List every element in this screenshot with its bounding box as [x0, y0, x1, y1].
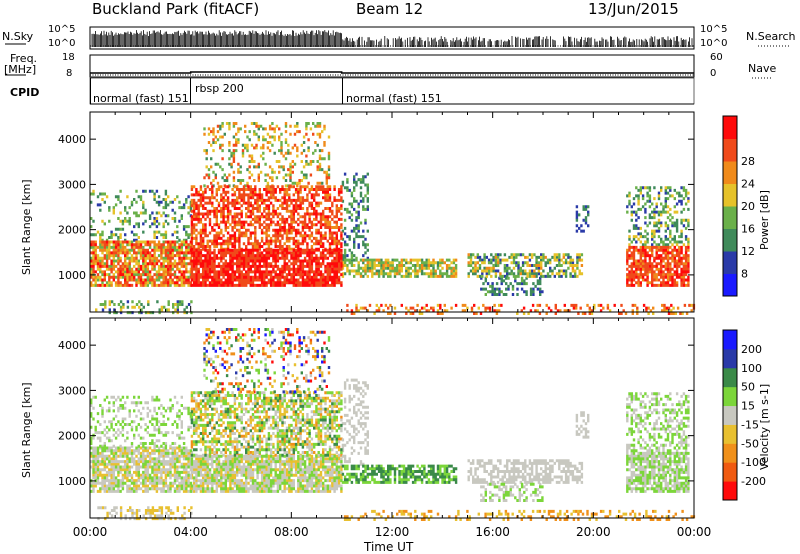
velocity-colorbar-segment-1 [723, 462, 737, 482]
velocity-colorbar-segment-6 [723, 367, 737, 388]
x-tick-label-2: 08:00 [274, 525, 309, 539]
cpid-segment-1 [90, 78, 190, 104]
power-colorbar-tick-1: 12 [741, 245, 755, 258]
power-colorbar-tick-3: 20 [741, 200, 755, 213]
beam-title: Beam 12 [356, 0, 424, 18]
velocity-colorbar-tick-4: 15 [741, 400, 755, 413]
velocity-data-color-5 [90, 328, 690, 502]
cpid-label: CPID [10, 86, 40, 99]
velocity-colorbar-tick-0: -200 [741, 475, 766, 488]
velocity-colorbar-segment-5 [723, 386, 737, 407]
power-ytick-label-1000: 1000 [58, 269, 86, 282]
velocity-ytick-label-3000: 3000 [58, 384, 86, 397]
nave-tick-bottom: 0 [710, 68, 717, 79]
velocity-colorbar-segment-7 [723, 348, 737, 369]
velocity-colorbar-segment-4 [723, 405, 737, 425]
nave-tick-top: 60 [710, 52, 723, 63]
cpid-segment-2 [190, 78, 342, 104]
freq-trace [90, 71, 694, 74]
x-axis-title: Time UT [364, 540, 414, 554]
power-colorbar-segment-3 [723, 206, 737, 229]
x-tick-label-4: 16:00 [475, 525, 510, 539]
velocity-ytick-label-1000: 1000 [58, 475, 86, 488]
freq-tick-top: 18 [62, 52, 75, 63]
power-colorbar-segment-4 [723, 183, 737, 207]
cpid-segment-3-label: normal (fast) 151 [346, 92, 442, 105]
velocity-colorbar-segment-3 [723, 424, 737, 444]
power-colorbar-segment-0 [723, 273, 737, 297]
power-colorbar-segment-6 [723, 138, 737, 162]
nsky-panel [89, 26, 695, 50]
power-colorbar-segment-1 [723, 251, 737, 274]
nsearch-tick-bottom: 10^0 [700, 38, 728, 49]
power-colorbar-tick-4: 24 [741, 178, 755, 191]
velocity-data-color-4 [90, 328, 690, 521]
freq-tick-bottom: 8 [66, 68, 73, 79]
nsky-tick-bottom: 10^0 [48, 38, 76, 49]
nsky-trace [91, 30, 693, 47]
power-colorbar-segment-5 [723, 161, 737, 184]
power-colorbar-segment-2 [723, 228, 737, 252]
cpid-segment-3 [342, 78, 694, 104]
nsky-label: N.Sky [2, 30, 34, 43]
velocity-ytick-label-4000: 4000 [58, 339, 86, 352]
x-tick-label-1: 04:00 [173, 525, 208, 539]
x-tick-label-5: 20:00 [576, 525, 611, 539]
velocity-colorbar-tick-3: -15 [741, 418, 759, 431]
cpid-segment-1-label: normal (fast) 151 [93, 92, 189, 105]
cpid-panel [89, 77, 695, 105]
power-colorbar-tick-5: 28 [741, 155, 755, 168]
nsky-tick-top: 10^5 [48, 24, 76, 35]
power-data-color-6 [90, 124, 696, 315]
velocity-colorbar-segment-2 [723, 443, 737, 463]
power-colorbar-tick-2: 16 [741, 223, 755, 236]
nsearch-tick-top: 10^5 [700, 24, 728, 35]
power-colorbar-tick-0: 8 [741, 268, 748, 281]
velocity-data [90, 328, 696, 521]
date-title: 13/Jun/2015 [588, 0, 679, 18]
power-colorbar-frame [722, 115, 738, 297]
velocity-colorbar-segment-0 [723, 481, 737, 501]
power-ytick-label-4000: 4000 [58, 133, 86, 146]
velocity-colorbar-tick-6: 100 [741, 362, 762, 375]
cpid-segment-2-label: rbsp 200 [195, 82, 244, 95]
velocity-colorbar-tick-1: -100 [741, 456, 766, 469]
velocity-ytick-label-2000: 2000 [58, 430, 86, 443]
power-ytick-label-3000: 3000 [58, 178, 86, 191]
velocity-colorbar-tick-2: -50 [741, 437, 759, 450]
x-tick-label-0: 00:00 [73, 525, 108, 539]
power-data [90, 122, 696, 315]
power-data-color-3 [90, 122, 690, 315]
freq-panel [89, 54, 695, 78]
power-ytick-label-2000: 2000 [58, 224, 86, 237]
power-colorbar-segment-7 [723, 116, 737, 139]
power-data-color-4 [90, 122, 693, 315]
velocity-colorbar-tick-5: 50 [741, 381, 755, 394]
nave-label: Nave [748, 62, 777, 75]
station-title: Buckland Park (fitACF) [92, 0, 260, 18]
freq-label: Freq. [10, 52, 38, 65]
x-tick-label-6: 00:00 [677, 525, 712, 539]
power-data-color-1 [96, 172, 690, 315]
velocity-colorbar-segment-8 [723, 330, 737, 350]
velocity-colorbar-frame [722, 329, 738, 501]
nsearch-label: N.Search [746, 30, 796, 43]
freq-unit: [MHz] [4, 63, 37, 76]
velocity-colorbar-tick-7: 200 [741, 343, 762, 356]
x-tick-label-3: 12:00 [375, 525, 410, 539]
